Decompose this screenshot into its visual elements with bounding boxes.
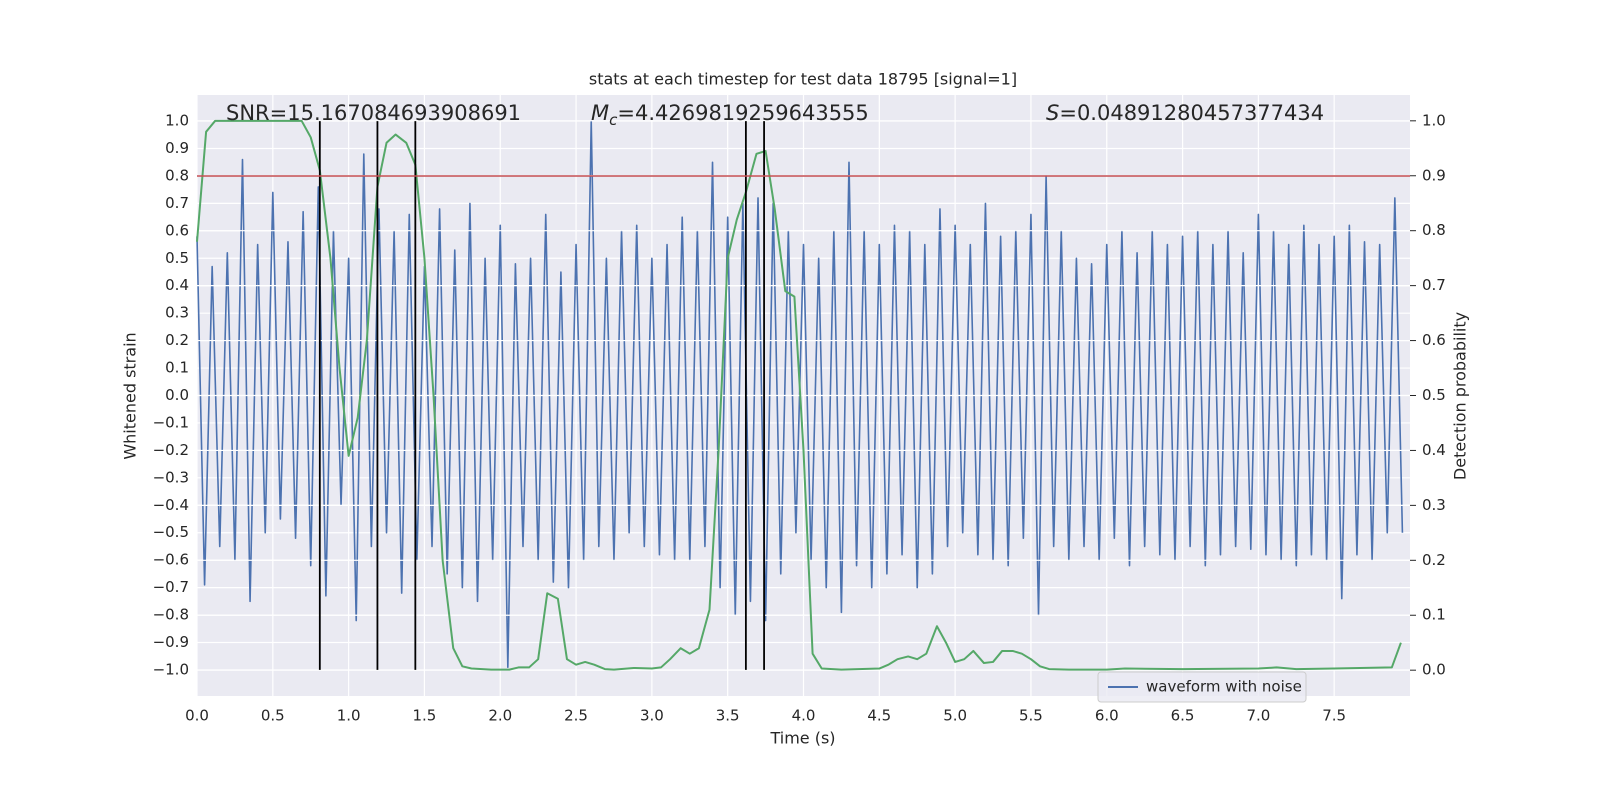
annotation-symbol: S xyxy=(1046,101,1059,125)
y-tick-label: 0.5 xyxy=(165,249,189,267)
x-tick-label: 5.5 xyxy=(1019,707,1043,725)
y2-tick-label: 0.2 xyxy=(1422,551,1446,569)
y-tick-label: −0.1 xyxy=(153,413,189,431)
x-tick-label: 3.0 xyxy=(640,707,664,725)
y2-axis-label: Detection probability xyxy=(1451,312,1470,480)
annotation: Mc=4.4269819259643555 xyxy=(591,101,869,129)
y-tick-label: 0.7 xyxy=(165,194,189,212)
x-tick-label: 0.5 xyxy=(261,707,285,725)
y-axis-label: Whitened strain xyxy=(121,332,140,459)
y2-tick-label: 0.1 xyxy=(1422,606,1446,624)
x-tick-label: 1.5 xyxy=(413,707,437,725)
y-tick-label: 1.0 xyxy=(165,112,189,130)
annotation-text: SNR=15.167084693908691 xyxy=(226,101,521,125)
x-tick-label: 1.0 xyxy=(337,707,361,725)
y-tick-label: 0.3 xyxy=(165,304,189,322)
y-tick-label: 0.4 xyxy=(165,276,189,294)
y-tick-label: 0.9 xyxy=(165,139,189,157)
annotation-text: =0.04891280457377434 xyxy=(1059,101,1324,125)
y2-tick-label: 0.7 xyxy=(1422,276,1446,294)
y2-tick-label: 0.5 xyxy=(1422,386,1446,404)
x-tick-label: 2.0 xyxy=(488,707,512,725)
x-tick-label: 0.0 xyxy=(185,707,209,725)
y2-tick-label: 0.3 xyxy=(1422,496,1446,514)
y2-tick-label: 0.0 xyxy=(1422,661,1446,679)
y-tick-label: −1.0 xyxy=(153,660,189,678)
y-tick-label: 0.0 xyxy=(165,386,189,404)
x-tick-label: 4.0 xyxy=(792,707,816,725)
annotation-text: =4.4269819259643555 xyxy=(617,101,868,125)
legend-label: waveform with noise xyxy=(1146,678,1302,696)
x-tick-label: 2.5 xyxy=(564,707,588,725)
chart-title: stats at each timestep for test data 187… xyxy=(589,70,1017,89)
y-tick-label: 0.6 xyxy=(165,221,189,239)
annotation-subscript: c xyxy=(609,111,618,129)
y-tick-label: 0.1 xyxy=(165,359,189,377)
annotation-symbol: M xyxy=(591,101,609,125)
y2-tick-label: 0.4 xyxy=(1422,441,1446,459)
y-tick-label: −0.6 xyxy=(153,551,189,569)
y-tick-label: 0.2 xyxy=(165,331,189,349)
x-axis-label: Time (s) xyxy=(769,729,835,748)
y2-tick-label: 0.8 xyxy=(1422,221,1446,239)
x-tick-label: 4.5 xyxy=(867,707,891,725)
x-tick-label: 7.5 xyxy=(1322,707,1346,725)
y-tick-label: −0.3 xyxy=(153,468,189,486)
x-tick-label: 5.0 xyxy=(943,707,967,725)
y2-tick-label: 1.0 xyxy=(1422,111,1446,129)
series-line xyxy=(196,119,1402,671)
y-tick-label: −0.4 xyxy=(153,496,189,514)
y-tick-label: −0.5 xyxy=(153,523,189,541)
y2-tick-label: 0.6 xyxy=(1422,331,1446,349)
x-tick-label: 7.0 xyxy=(1246,707,1270,725)
annotation: S=0.04891280457377434 xyxy=(1046,101,1324,125)
y-tick-label: −0.9 xyxy=(153,633,189,651)
y-tick-label: −0.8 xyxy=(153,606,189,624)
y-tick-label: −0.7 xyxy=(153,578,189,596)
y-tick-label: 0.8 xyxy=(165,166,189,184)
annotation: SNR=15.167084693908691 xyxy=(226,101,521,125)
legend-box xyxy=(1097,671,1307,703)
x-tick-label: 6.0 xyxy=(1095,707,1119,725)
x-tick-label: 3.5 xyxy=(716,707,740,725)
y2-tick-label: 0.9 xyxy=(1422,166,1446,184)
x-tick-label: 6.5 xyxy=(1171,707,1195,725)
y-tick-label: −0.2 xyxy=(153,441,189,459)
